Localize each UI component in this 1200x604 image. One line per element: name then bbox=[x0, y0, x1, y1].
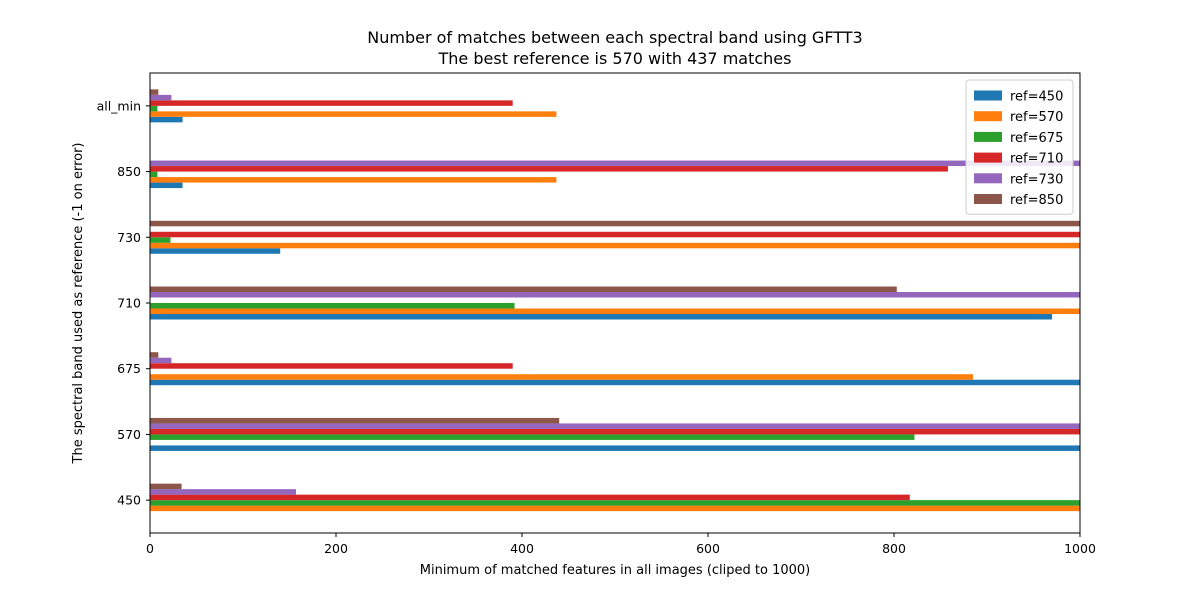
legend-swatch bbox=[974, 90, 1002, 101]
bar-ref-850-cat-all_min bbox=[150, 89, 159, 95]
bar-ref-675-cat-710 bbox=[150, 303, 515, 309]
bar-ref-675-cat-730 bbox=[150, 237, 171, 243]
bar-ref-675-cat-450 bbox=[150, 500, 1080, 506]
bar-ref-850-cat-730 bbox=[150, 220, 1080, 227]
bar-ref-570-cat-710 bbox=[150, 308, 1080, 314]
bar-ref-450-cat-570 bbox=[150, 445, 1080, 451]
bar-ref-570-cat-675 bbox=[150, 374, 974, 380]
chart-title: Number of matches between each spectral … bbox=[367, 28, 862, 47]
bar-ref-710-cat-730 bbox=[150, 231, 1080, 238]
legend-entry: ref=730 bbox=[1010, 172, 1063, 187]
bar-ref-710-cat-all_min bbox=[150, 100, 513, 106]
legend-swatch bbox=[974, 111, 1002, 122]
bar-ref-675-cat-850 bbox=[150, 171, 158, 178]
y-tick-label: 570 bbox=[117, 427, 141, 442]
bar-ref-730-cat-850 bbox=[150, 160, 1080, 167]
bar-ref-730-cat-450 bbox=[150, 489, 297, 495]
y-tick-label: all_min bbox=[97, 98, 141, 113]
legend-swatch bbox=[974, 152, 1002, 163]
bar-ref-450-cat-all_min bbox=[150, 116, 183, 123]
bar-ref-710-cat-675 bbox=[150, 363, 513, 369]
bar-ref-710-cat-450 bbox=[150, 494, 910, 501]
x-tick-label: 400 bbox=[510, 541, 534, 556]
y-tick-label: 730 bbox=[117, 230, 141, 245]
y-tick-label: 710 bbox=[117, 296, 141, 311]
x-tick-label: 0 bbox=[146, 541, 154, 556]
bar-ref-675-cat-570 bbox=[150, 434, 915, 440]
bar-ref-850-cat-675 bbox=[150, 352, 159, 358]
bar-ref-730-cat-570 bbox=[150, 423, 1080, 429]
bar-ref-730-cat-710 bbox=[150, 292, 1080, 298]
axes-layer: 0 200 400 600 800 1000 450 570 675 710 730 850 all_m… bbox=[97, 72, 1096, 556]
bar-ref-730-cat-675 bbox=[150, 357, 172, 364]
bar-ref-570-cat-450 bbox=[150, 505, 1080, 512]
bar-ref-450-cat-850 bbox=[150, 182, 183, 189]
bar-ref-730-cat-all_min bbox=[150, 94, 172, 101]
legend-entry: ref=710 bbox=[1010, 152, 1063, 167]
x-tick-label: 600 bbox=[696, 541, 720, 556]
x-tick-label: 200 bbox=[324, 541, 348, 556]
bar-ref-710-cat-570 bbox=[150, 428, 1080, 435]
legend-entry: ref=850 bbox=[1010, 193, 1063, 208]
bar-ref-570-cat-730 bbox=[150, 242, 1080, 249]
y-axis-label: The spectral band used as reference (-1 … bbox=[71, 143, 86, 465]
legend-swatch bbox=[974, 173, 1002, 184]
bars-layer bbox=[150, 89, 1080, 512]
legend-entry: ref=450 bbox=[1010, 90, 1063, 105]
legend-entry: ref=570 bbox=[1010, 110, 1063, 125]
x-tick-label: 1000 bbox=[1064, 541, 1096, 556]
y-tick-label: 850 bbox=[117, 164, 141, 179]
legend-swatch bbox=[974, 131, 1002, 142]
y-tick-label: 450 bbox=[117, 493, 141, 508]
bar-ref-450-cat-675 bbox=[150, 379, 1080, 386]
bar-ref-570-cat-850 bbox=[150, 177, 557, 183]
bar-ref-850-cat-710 bbox=[150, 286, 897, 292]
legend: ref=450 ref=570 ref=675 ref=710 ref=730 ref=8… bbox=[965, 79, 1074, 215]
bar-ref-450-cat-730 bbox=[150, 248, 281, 254]
bar-ref-570-cat-all_min bbox=[150, 111, 557, 117]
legend-entry: ref=675 bbox=[1010, 131, 1063, 146]
bar-ref-450-cat-710 bbox=[150, 314, 1053, 320]
legend-swatch bbox=[974, 194, 1002, 204]
bar-ref-850-cat-570 bbox=[150, 417, 560, 424]
bar-ref-675-cat-all_min bbox=[150, 105, 158, 112]
x-tick-label: 800 bbox=[882, 541, 906, 556]
bar-ref-710-cat-850 bbox=[150, 166, 948, 172]
bar-ref-850-cat-450 bbox=[150, 483, 182, 490]
y-tick-label: 675 bbox=[117, 361, 141, 376]
chart-subtitle: The best reference is 570 with 437 match… bbox=[438, 49, 792, 68]
x-axis-label: Minimum of matched features in all image… bbox=[420, 563, 811, 578]
